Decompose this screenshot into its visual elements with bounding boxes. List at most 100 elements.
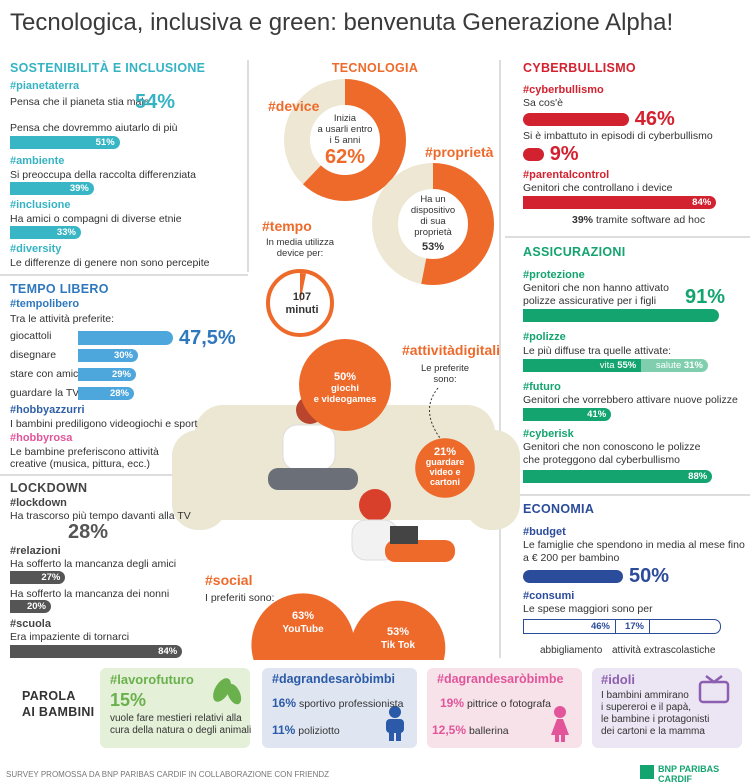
hashtag: #futuro <box>523 381 561 393</box>
text: #idoli <box>601 672 635 687</box>
card <box>427 668 582 748</box>
text-block: 12,5% ballerina <box>432 724 509 738</box>
text: SURVEY PROMOSSA DA BNP PARIBAS CARDIF IN… <box>6 770 330 779</box>
big-percent: 91% <box>685 286 726 308</box>
bar: 41% <box>523 408 612 421</box>
text: Le più diffuse tra quelle attivate: <box>523 345 672 357</box>
text-block: Inizia a usarli entro i 5 anni 62% <box>318 113 373 168</box>
text-block: Ha un dispositivo di sua proprietà 53% <box>411 194 455 253</box>
value-label: 53% <box>421 241 445 253</box>
text: Ha sofferto la mancanza dei nonni <box>10 588 170 600</box>
text: i 5 anni <box>329 135 361 146</box>
value-label: 84% <box>692 197 712 208</box>
text-block: 39% tramite software ad hoc <box>572 214 705 227</box>
section-heading: CYBERBULLISMO <box>523 61 636 75</box>
text: Le preferite <box>420 363 470 374</box>
text: I bambini prediligono videogiochi e spor… <box>10 418 198 430</box>
text: poliziotto <box>298 725 340 737</box>
hashtag: #hobbyazzurri <box>10 404 85 416</box>
value-label: 39% <box>69 183 89 194</box>
value-label: 27% <box>41 572 61 583</box>
value-label: 84% <box>158 646 178 657</box>
text-block <box>268 468 358 490</box>
value-label: 12,5% <box>432 723 467 737</box>
text-block <box>554 706 566 718</box>
hashtag: #tempolibero <box>10 298 80 310</box>
text: di sua <box>420 216 446 227</box>
text: Inizia <box>333 113 357 124</box>
value-label: 41% <box>587 409 607 420</box>
donut-arc <box>372 163 494 285</box>
hashtag: #diversity <box>10 243 62 255</box>
text-block <box>389 731 394 741</box>
bar-row: vita 55% salute 31% <box>523 359 708 372</box>
text-block: I bambini ammirano i supereroi e il papà,… <box>601 690 709 738</box>
section-heading: PAROLA AI BAMBINI <box>22 688 94 720</box>
big-percent: 47,5% <box>179 327 236 349</box>
hashtag: #ambiente <box>10 155 65 167</box>
bar-row: 27% <box>10 571 66 584</box>
text: AI BAMBINI <box>22 705 95 719</box>
text: device per: <box>276 248 324 259</box>
text: tramite software ad hoc <box>595 214 706 226</box>
pointer <box>429 387 441 439</box>
text: Ha amici o compagni di diverse etnie <box>10 213 182 225</box>
value-label: 11% <box>272 723 296 737</box>
value-label: 21% <box>433 446 457 458</box>
text: Ha trascorso più tempo davanti alla TV <box>10 510 191 522</box>
text-block: 11% poliziotto <box>272 724 340 738</box>
girl-icon <box>551 706 569 742</box>
text-block: 19% pittrice o fotografa <box>440 697 551 711</box>
bar-row: 50% <box>523 565 669 587</box>
text-block <box>359 489 391 521</box>
hashtag: #proprietà <box>425 144 494 160</box>
text-block: Le preferite sono: <box>421 363 469 385</box>
text: Era impaziente di tornarci <box>10 631 130 643</box>
text-block: BNP PARIBAS CARDIF <box>658 764 719 784</box>
value-label: 51% <box>95 137 115 148</box>
card <box>592 668 742 748</box>
text: BNP PARIBAS <box>658 764 720 774</box>
hashtag: #pianetaterra <box>10 80 80 92</box>
bar-row: 51% <box>10 136 120 149</box>
text: Ha un <box>420 194 446 205</box>
bar: 20% <box>10 600 51 613</box>
bar: 88% <box>523 470 713 483</box>
text: dispositivo <box>410 205 456 216</box>
big-percent: 50% <box>629 565 670 587</box>
text: le bambine i protagonisti <box>601 714 710 725</box>
value-label: 53% <box>386 626 410 638</box>
text: che proteggono dal cyberbullismo <box>523 454 681 466</box>
bar-row: 20% <box>10 600 51 613</box>
section-heading: ASSICURAZIONI <box>523 245 626 259</box>
section-heading: TECNOLOGIA <box>331 61 419 75</box>
value-label: 29% <box>111 369 131 380</box>
bar: vita 55% <box>523 359 642 372</box>
text: i supereroi e il papà, <box>601 702 692 713</box>
hashtag: #social <box>205 572 253 588</box>
text: giocattoli <box>10 330 52 342</box>
bar: 84% <box>10 645 183 658</box>
text-block <box>561 735 565 742</box>
text-block <box>555 735 559 742</box>
text-block: In media utilizza device per: <box>266 237 334 259</box>
text: video e <box>429 467 461 477</box>
text: guardare la TV <box>10 387 80 399</box>
bar-row: 30% <box>78 349 138 362</box>
hashtag: #inclusione <box>10 199 71 211</box>
text: guardare <box>425 457 465 467</box>
hashtag: #protezione <box>523 269 585 281</box>
text: Si è imbattuto in episodi di cyberbullis… <box>523 130 713 142</box>
text: a € 200 per bambino <box>523 552 620 564</box>
bar-row <box>523 309 719 322</box>
value-label: 63% <box>291 610 315 622</box>
bar-row: 33% <box>10 226 81 239</box>
bar: 30% <box>78 349 138 362</box>
leaf-icon <box>213 678 242 705</box>
text: a usarli entro <box>317 124 373 135</box>
hashtag: #consumi <box>523 590 575 602</box>
text: Sa cos'è <box>523 97 563 109</box>
hashtag: #device <box>268 98 320 114</box>
